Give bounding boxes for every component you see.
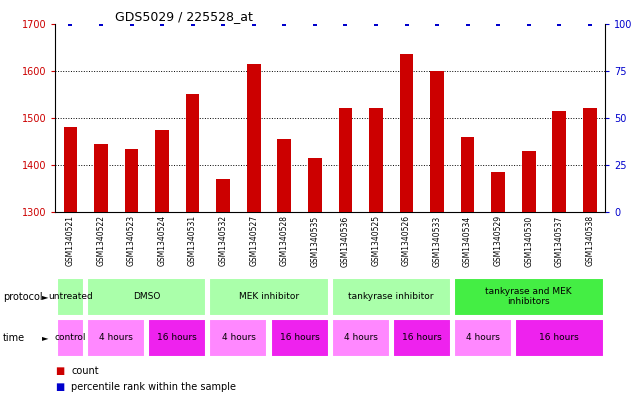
Text: ►: ► bbox=[42, 334, 49, 342]
Text: MEK inhibitor: MEK inhibitor bbox=[239, 292, 299, 301]
Bar bbox=[430, 71, 444, 212]
Text: 4 hours: 4 hours bbox=[222, 334, 255, 342]
Text: 16 hours: 16 hours bbox=[402, 334, 442, 342]
Bar bbox=[338, 108, 353, 212]
Text: ■: ■ bbox=[55, 382, 64, 392]
Text: GSM1340521: GSM1340521 bbox=[66, 215, 75, 266]
Bar bbox=[399, 54, 413, 212]
Bar bbox=[491, 172, 505, 212]
Bar bbox=[271, 319, 329, 357]
Text: time: time bbox=[3, 333, 26, 343]
Text: protocol: protocol bbox=[3, 292, 43, 302]
Text: ■: ■ bbox=[55, 366, 64, 376]
Text: GSM1340531: GSM1340531 bbox=[188, 215, 197, 266]
Text: GSM1340528: GSM1340528 bbox=[279, 215, 289, 266]
Text: untreated: untreated bbox=[48, 292, 93, 301]
Bar bbox=[210, 319, 267, 357]
Bar bbox=[63, 127, 78, 212]
Bar bbox=[454, 319, 512, 357]
Text: percentile rank within the sample: percentile rank within the sample bbox=[71, 382, 236, 392]
Text: 16 hours: 16 hours bbox=[279, 334, 319, 342]
Text: GSM1340523: GSM1340523 bbox=[127, 215, 136, 266]
Text: GSM1340537: GSM1340537 bbox=[554, 215, 564, 266]
Text: GSM1340533: GSM1340533 bbox=[433, 215, 442, 266]
Bar bbox=[148, 319, 206, 357]
Text: GSM1340522: GSM1340522 bbox=[96, 215, 106, 266]
Bar bbox=[87, 319, 146, 357]
Text: 4 hours: 4 hours bbox=[344, 334, 378, 342]
Text: control: control bbox=[54, 334, 86, 342]
Bar bbox=[461, 137, 474, 212]
Bar bbox=[369, 108, 383, 212]
Bar bbox=[454, 278, 604, 316]
Text: tankyrase and MEK
inhibitors: tankyrase and MEK inhibitors bbox=[485, 287, 572, 307]
Bar bbox=[87, 278, 206, 316]
Text: GSM1340527: GSM1340527 bbox=[249, 215, 258, 266]
Text: tankyrase inhibitor: tankyrase inhibitor bbox=[349, 292, 434, 301]
Text: 4 hours: 4 hours bbox=[466, 334, 500, 342]
Text: GSM1340530: GSM1340530 bbox=[524, 215, 533, 266]
Bar bbox=[56, 319, 84, 357]
Text: 4 hours: 4 hours bbox=[99, 334, 133, 342]
Text: GSM1340526: GSM1340526 bbox=[402, 215, 411, 266]
Bar bbox=[515, 319, 604, 357]
Bar bbox=[186, 94, 199, 212]
Text: 16 hours: 16 hours bbox=[158, 334, 197, 342]
Bar bbox=[247, 64, 261, 212]
Bar bbox=[216, 179, 230, 212]
Bar bbox=[210, 278, 329, 316]
Text: GSM1340534: GSM1340534 bbox=[463, 215, 472, 266]
Text: GDS5029 / 225528_at: GDS5029 / 225528_at bbox=[115, 10, 253, 23]
Text: ►: ► bbox=[42, 292, 49, 301]
Text: GSM1340529: GSM1340529 bbox=[494, 215, 503, 266]
Text: GSM1340525: GSM1340525 bbox=[371, 215, 381, 266]
Bar bbox=[522, 151, 536, 212]
Bar bbox=[94, 144, 108, 212]
Text: GSM1340535: GSM1340535 bbox=[310, 215, 319, 266]
Bar bbox=[583, 108, 597, 212]
Bar bbox=[553, 111, 566, 212]
Bar bbox=[155, 130, 169, 212]
Bar bbox=[278, 139, 291, 212]
Text: GSM1340536: GSM1340536 bbox=[341, 215, 350, 266]
Text: DMSO: DMSO bbox=[133, 292, 160, 301]
Text: GSM1340532: GSM1340532 bbox=[219, 215, 228, 266]
Text: GSM1340524: GSM1340524 bbox=[158, 215, 167, 266]
Text: count: count bbox=[71, 366, 99, 376]
Bar bbox=[308, 158, 322, 212]
Bar bbox=[393, 319, 451, 357]
Bar bbox=[331, 278, 451, 316]
Text: GSM1340538: GSM1340538 bbox=[585, 215, 594, 266]
Bar bbox=[124, 149, 138, 212]
Bar bbox=[331, 319, 390, 357]
Text: 16 hours: 16 hours bbox=[539, 334, 579, 342]
Bar bbox=[56, 278, 84, 316]
